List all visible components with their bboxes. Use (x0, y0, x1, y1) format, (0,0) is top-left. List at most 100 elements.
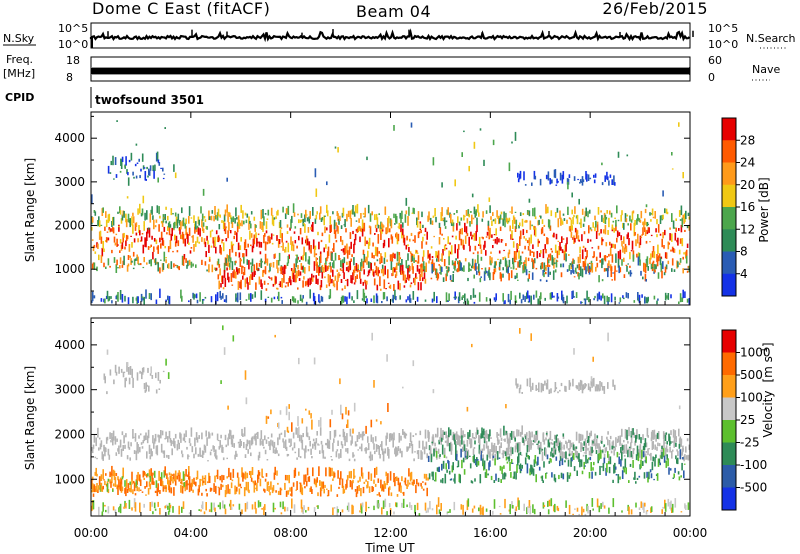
power-echo (376, 259, 379, 262)
power-echo (296, 254, 298, 264)
power-echo (461, 296, 463, 300)
power-echo (381, 224, 384, 230)
velocity-echo (125, 483, 128, 488)
velocity-echo (365, 447, 367, 454)
velocity-echo (243, 473, 245, 479)
velocity-echo (449, 479, 452, 481)
velocity-echo (401, 502, 403, 508)
velocity-echo (548, 442, 551, 448)
time-axis-label: Time UT (364, 541, 415, 554)
velocity-echo (450, 441, 452, 451)
power-echo (376, 295, 379, 304)
velocity-echo (428, 445, 431, 451)
velocity-echo (126, 362, 128, 372)
velocity-echo (134, 493, 137, 496)
power-echo (228, 211, 230, 214)
velocity-echo (224, 508, 227, 515)
power-echo (179, 220, 181, 226)
power-echo (104, 298, 106, 304)
power-echo (163, 217, 166, 219)
power-echo (515, 268, 518, 270)
velocity-echo (521, 392, 523, 394)
power-echo (130, 235, 132, 237)
power-echo (657, 244, 659, 254)
velocity-echo (594, 471, 597, 476)
velocity-echo (142, 440, 145, 444)
velocity-echo (222, 457, 225, 461)
velocity-echo (561, 458, 564, 466)
power-echo (539, 252, 541, 257)
power-echo (593, 298, 595, 301)
power-echo (226, 177, 228, 182)
velocity-echo (616, 451, 619, 458)
velocity-echo (529, 432, 531, 438)
power-echo (300, 256, 303, 260)
velocity-echo (244, 471, 247, 480)
power-echo (574, 206, 576, 214)
power-echo (395, 216, 398, 224)
power-echo (566, 219, 568, 224)
velocity-echo (121, 431, 124, 436)
velocity-echo (439, 454, 441, 457)
power-echo (476, 224, 478, 233)
velocity-echo (169, 504, 172, 509)
velocity-echo (278, 433, 281, 440)
power-echo (681, 297, 684, 302)
velocity-echo (359, 476, 361, 482)
power-echo (409, 284, 412, 288)
power-echo (122, 260, 124, 265)
power-echo (169, 240, 172, 250)
power-echo (315, 275, 317, 284)
power-echo (517, 261, 519, 268)
velocity-echo (125, 503, 127, 509)
velocity-echo (515, 506, 518, 511)
velocity-echo (246, 439, 249, 447)
velocity-echo (474, 438, 477, 440)
velocity-echo (494, 458, 496, 466)
power-echo (282, 266, 284, 275)
velocity-echo (239, 483, 242, 487)
power-echo (360, 228, 363, 233)
velocity-echo (551, 439, 553, 441)
power-echo (565, 253, 567, 262)
velocity-echo (240, 441, 242, 446)
velocity-echo (188, 476, 191, 485)
power-echo (537, 238, 539, 247)
power-echo (555, 233, 558, 240)
velocity-echo (588, 450, 591, 456)
power-echo (437, 250, 440, 256)
power-echo (629, 265, 631, 268)
velocity-echo (515, 471, 517, 480)
velocity-echo (298, 471, 300, 476)
power-echo (444, 244, 447, 247)
power-echo (442, 277, 445, 282)
velocity-echo (237, 441, 240, 444)
power-echo (596, 221, 599, 225)
power-echo (318, 267, 321, 273)
velocity-echo (611, 441, 614, 446)
power-echo (168, 225, 171, 236)
velocity-echo (232, 434, 235, 439)
velocity-echo (680, 511, 683, 513)
velocity-echo (156, 487, 159, 492)
velocity-echo (190, 427, 193, 437)
velocity-echo (650, 506, 653, 512)
power-echo (515, 275, 517, 279)
velocity-echo (479, 449, 482, 455)
velocity-echo (231, 439, 234, 447)
power-echo (214, 236, 216, 247)
velocity-echo (92, 500, 95, 510)
power-echo (604, 175, 606, 182)
velocity-echo (339, 477, 341, 486)
velocity-echo (566, 441, 568, 449)
power-echo (496, 237, 498, 245)
power-echo (320, 218, 323, 222)
velocity-echo (603, 444, 606, 447)
velocity-echo (165, 358, 167, 366)
power-echo (219, 214, 221, 218)
power-echo (623, 247, 626, 254)
velocity-echo (247, 449, 249, 454)
power-echo (297, 256, 299, 260)
power-echo (139, 230, 141, 236)
velocity-echo (471, 481, 474, 484)
